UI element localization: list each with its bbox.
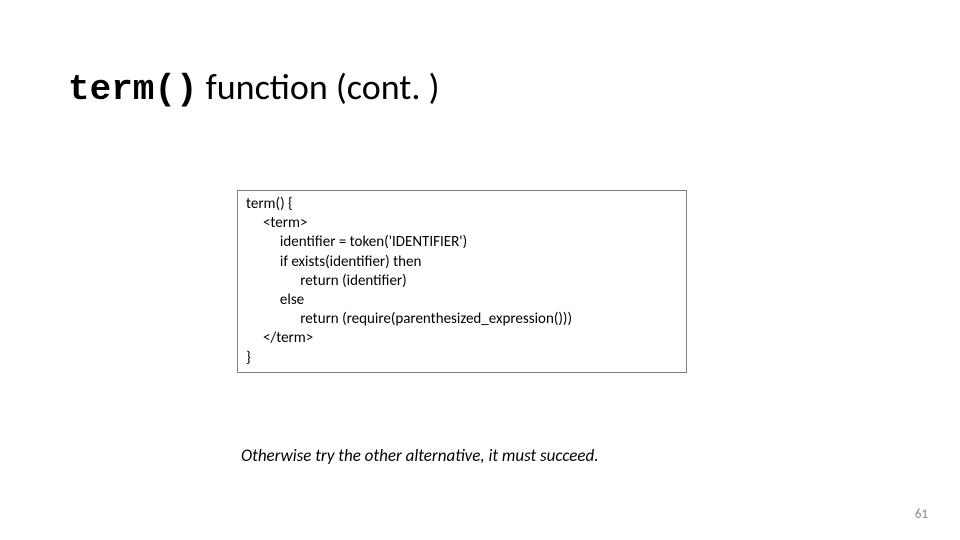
caption-text: Otherwise try the other alternative, it … <box>241 445 599 466</box>
title-rest: function (cont. ) <box>198 65 440 109</box>
code-line: } <box>246 349 251 367</box>
code-line: return (identifier) <box>246 272 407 290</box>
code-line: if exists(identifier) then <box>246 253 421 271</box>
title-mono: term() <box>68 69 198 110</box>
code-block: term() { <term> identifier = token('IDEN… <box>237 190 687 373</box>
code-line: </term> <box>246 329 313 347</box>
code-line: return (require(parenthesized_expression… <box>246 310 572 328</box>
code-line: else <box>246 291 304 309</box>
page-number: 61 <box>915 507 928 522</box>
code-line: <term> <box>246 214 307 232</box>
code-line: term() { <box>246 195 293 213</box>
slide-title: term() function (cont. ) <box>68 65 440 110</box>
slide: term() function (cont. ) term() { <term>… <box>0 0 960 540</box>
code-line: identifier = token('IDENTIFIER') <box>246 233 467 251</box>
